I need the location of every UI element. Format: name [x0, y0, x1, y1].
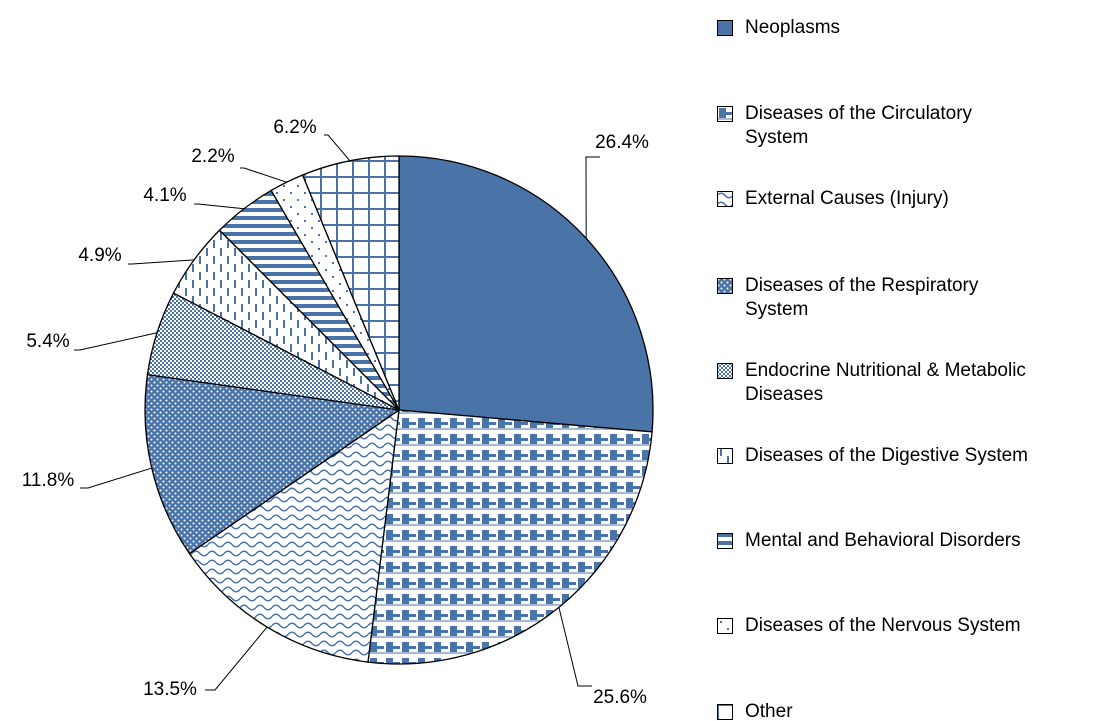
legend-label: Diseases of the Digestive System: [745, 445, 1029, 466]
legend-swatch-fill: [717, 533, 733, 549]
pie-slice: [367, 409, 653, 665]
legend-swatch: [717, 704, 733, 720]
leader-line: [128, 259, 195, 265]
pie-slice: [144, 373, 401, 555]
legend-swatch: [717, 106, 733, 122]
legend-swatch: [717, 191, 733, 207]
data-label: 2.2%: [191, 146, 234, 167]
legend-swatch: [717, 278, 733, 294]
legend-item: Endocrine Nutritional & Metabolic Diseas…: [717, 359, 1077, 407]
leader-line: [205, 626, 268, 691]
pie-slice: [301, 155, 400, 411]
legend-swatch: [717, 533, 733, 549]
leader-line: [240, 167, 287, 183]
leader-line: [80, 467, 152, 489]
legend-swatch-fill: [717, 20, 733, 36]
legend-swatch-fill: [717, 704, 733, 720]
leader-line: [324, 134, 351, 162]
legend-item: Diseases of the Respiratory System: [717, 274, 1017, 322]
data-label: 26.4%: [595, 132, 649, 153]
pie-slice: [398, 155, 654, 433]
legend-label: Mental and Behavioral Disorders: [745, 530, 1021, 551]
legend-label: Diseases of the Circulatory System: [745, 103, 973, 148]
legend-swatch-fill: [717, 278, 733, 294]
legend-label: Neoplasms: [745, 17, 841, 38]
legend-item: Mental and Behavioral Disorders: [717, 529, 1077, 553]
pie-slice: [188, 408, 400, 663]
legend-label: Other: [745, 701, 793, 721]
legend-swatch: [717, 448, 733, 464]
data-label: 4.9%: [78, 245, 121, 266]
legend-label: Endocrine Nutritional & Metabolic Diseas…: [745, 360, 1026, 405]
legend-swatch-fill: [717, 448, 733, 464]
legend-item: Diseases of the Nervous System: [717, 614, 1077, 638]
data-label: 4.1%: [143, 185, 186, 206]
leader-line: [74, 332, 158, 351]
legend-item: Diseases of the Digestive System: [717, 444, 1077, 468]
legend-item: Neoplasms: [717, 16, 1077, 40]
legend-swatch: [717, 618, 733, 634]
legend-label: External Causes (Injury): [745, 188, 949, 209]
leader-line: [585, 156, 600, 239]
legend-item: Diseases of the Circulatory System: [717, 102, 1017, 150]
data-label: 5.4%: [26, 331, 69, 352]
leader-line: [558, 607, 592, 687]
data-label: 6.2%: [273, 117, 316, 138]
legend-swatch-fill: [717, 363, 733, 379]
legend-item: Other: [717, 700, 1077, 721]
legend-swatch: [717, 20, 733, 36]
data-label: 11.8%: [22, 470, 75, 491]
legend-item: External Causes (Injury): [717, 187, 1077, 211]
legend-swatch-fill: [717, 191, 733, 207]
legend-swatch-fill: [717, 106, 733, 122]
legend-swatch-fill: [717, 618, 733, 634]
data-label: 25.6%: [593, 687, 647, 708]
data-label: 13.5%: [143, 679, 197, 700]
legend-label: Diseases of the Respiratory System: [745, 275, 979, 320]
legend-swatch: [717, 363, 733, 379]
legend-label: Diseases of the Nervous System: [745, 615, 1021, 636]
leader-line: [194, 203, 245, 210]
